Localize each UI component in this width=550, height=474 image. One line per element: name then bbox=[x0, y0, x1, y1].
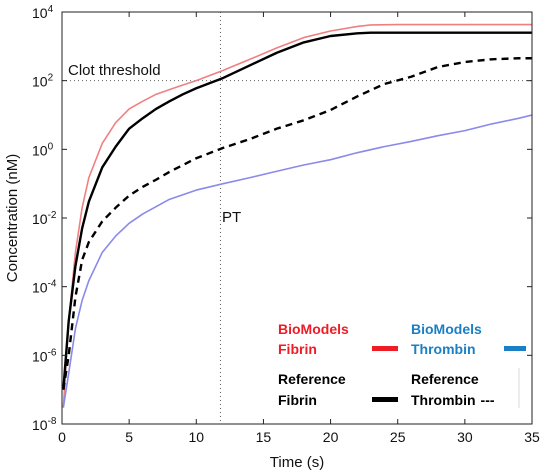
y-tick-label: 104 bbox=[32, 4, 54, 21]
y-tick-label: 10-8 bbox=[32, 416, 57, 433]
x-tick-label: 30 bbox=[457, 429, 473, 445]
y-tick-label: 10-6 bbox=[32, 347, 57, 364]
series-reference-thrombin bbox=[62, 57, 532, 390]
x-tick-label: 15 bbox=[256, 429, 272, 445]
legend-reference-thrombin-dash: --- bbox=[481, 392, 495, 408]
axis-ticks: 0 5 10 15 20 25 30 35 104 102 100 10-2 10-4 10-6 10-8 bbox=[32, 4, 540, 445]
x-axis-label: Time (s) bbox=[270, 454, 324, 471]
y-tick-label: 100 bbox=[32, 141, 54, 158]
series-layer bbox=[62, 23, 532, 408]
legend-swatch-biomodels-fibrin bbox=[372, 346, 398, 351]
x-tick-label: 20 bbox=[323, 429, 339, 445]
series-reference-fibrin bbox=[62, 31, 532, 390]
legend-biomodels-thrombin-line2: Thrombin bbox=[411, 341, 476, 357]
y-tick-label: 102 bbox=[32, 73, 54, 90]
legend-reference-thrombin-line2: Thrombin --- bbox=[411, 392, 495, 408]
legend-swatch-reference-fibrin bbox=[372, 397, 398, 402]
legend-swatch-biomodels-thrombin bbox=[504, 346, 526, 351]
y-tick-label: 10-2 bbox=[32, 210, 57, 227]
clot-threshold-label: Clot threshold bbox=[68, 62, 161, 79]
x-tick-label: 10 bbox=[188, 429, 204, 445]
legend-biomodels-thrombin-line1: BioModels bbox=[411, 321, 482, 337]
legend-reference-fibrin-line2: Fibrin bbox=[278, 392, 317, 408]
x-tick-label: 35 bbox=[524, 429, 540, 445]
legend-reference-thrombin-name: Thrombin bbox=[411, 392, 476, 408]
x-tick-label: 0 bbox=[58, 429, 66, 445]
legend: BioModels Fibrin BioModels Thrombin Refe… bbox=[278, 321, 526, 408]
series-biomodels-fibrin bbox=[62, 23, 532, 408]
threshold-guides bbox=[62, 12, 532, 424]
legend-reference-fibrin-line1: Reference bbox=[278, 371, 346, 387]
pt-label: PT bbox=[222, 209, 241, 226]
legend-biomodels-fibrin-line1: BioModels bbox=[278, 321, 349, 337]
y-tick-label: 10-4 bbox=[32, 279, 57, 296]
y-axis-label: Concentration (nM) bbox=[4, 154, 21, 282]
legend-biomodels-fibrin-line2: Fibrin bbox=[278, 341, 317, 357]
x-tick-label: 25 bbox=[390, 429, 406, 445]
x-tick-label: 5 bbox=[125, 429, 133, 445]
legend-reference-thrombin-line1: Reference bbox=[411, 371, 479, 387]
series-biomodels-thrombin bbox=[62, 114, 532, 408]
